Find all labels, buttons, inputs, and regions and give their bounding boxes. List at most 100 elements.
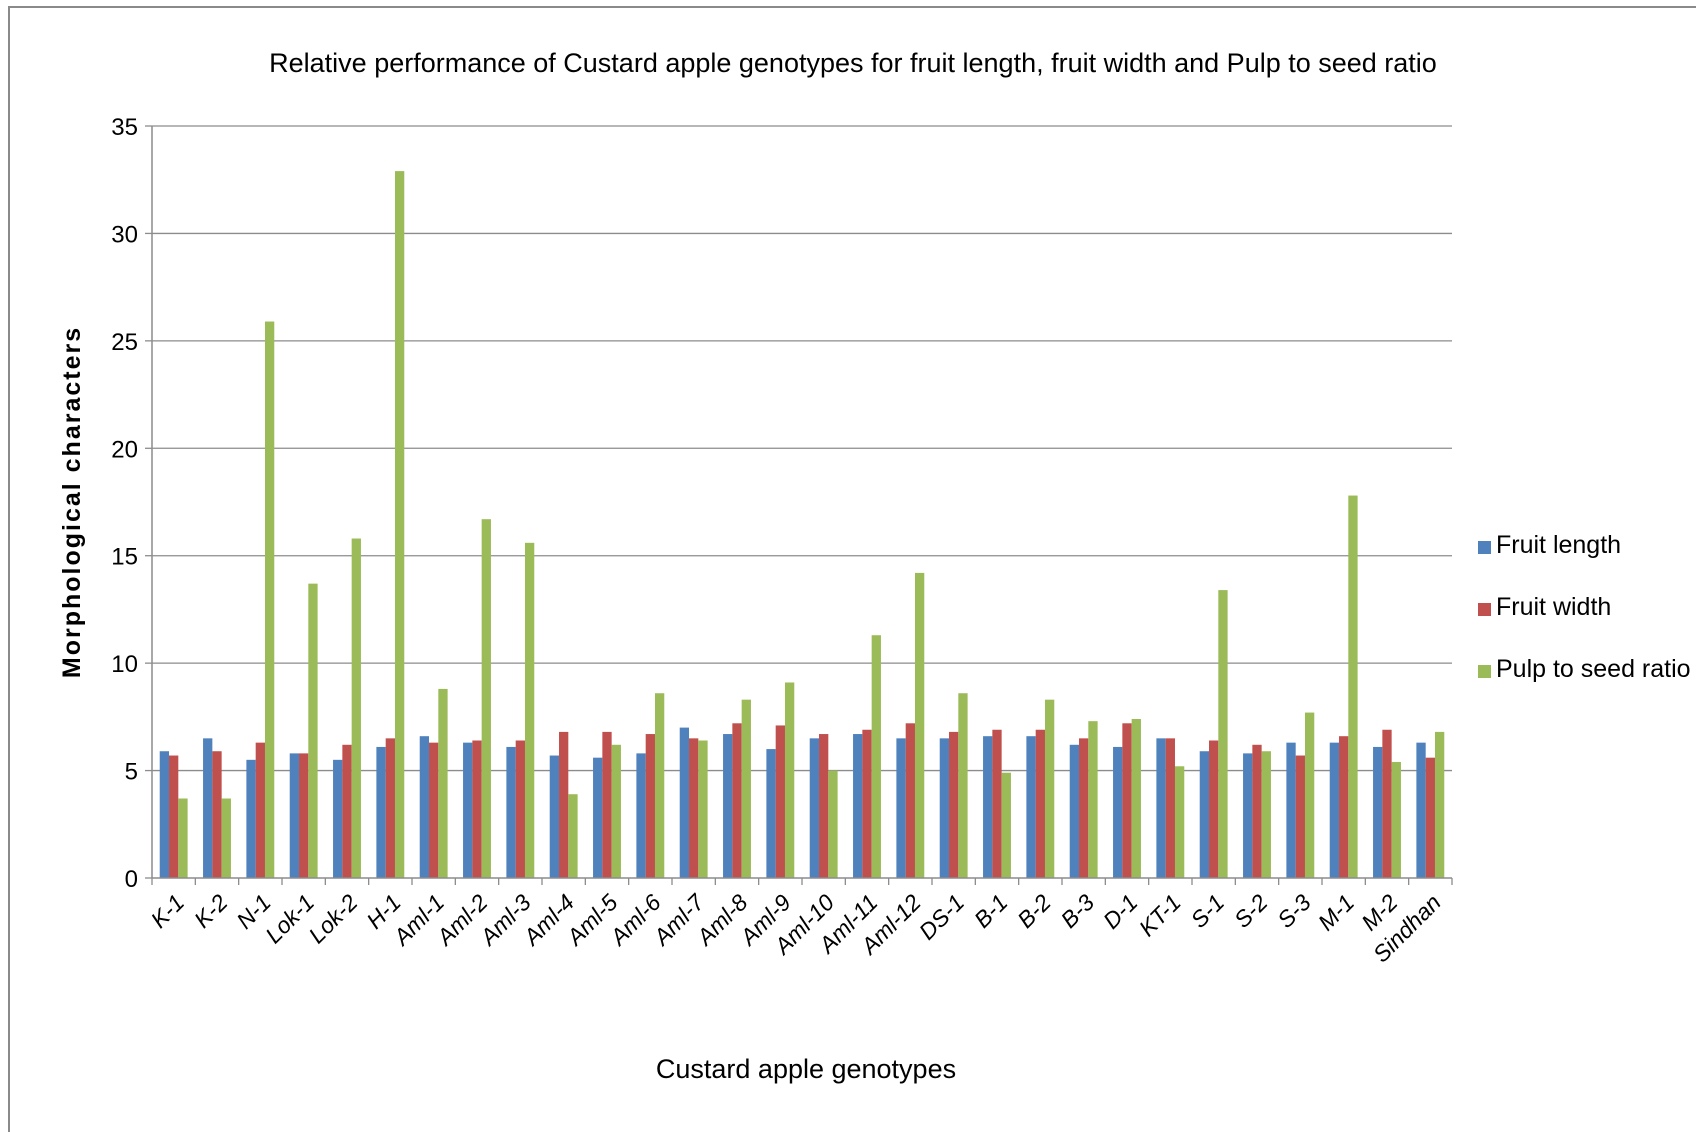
y-tick-labels: 0 5 10 15 20 25 30 35 (111, 114, 138, 893)
bar-fruit-width (1079, 738, 1089, 878)
bar-pulp-to-seed-ratio (524, 542, 535, 878)
bar-pulp-to-seed-ratio (611, 744, 621, 878)
bar-pulp-to-seed-ratio (784, 682, 795, 878)
bar-pulp-to-seed-ratio (914, 572, 925, 878)
bar-fruit-width (602, 731, 612, 878)
axes (151, 126, 1453, 885)
legend-swatch (1478, 603, 1491, 616)
bar-fruit-width (169, 755, 179, 878)
bar-pulp-to-seed-ratio (1391, 761, 1401, 878)
bar-fruit-width (1295, 755, 1305, 878)
bar-pulp-to-seed-ratio (1044, 699, 1055, 878)
x-tick-label: Lok-1 (260, 889, 319, 948)
x-tick-label: M-1 (1313, 889, 1359, 935)
bar-pulp-to-seed-ratio (741, 699, 751, 878)
bar-fruit-width (559, 731, 569, 878)
bar-pulp-to-seed-ratio (1304, 712, 1315, 878)
legend: Fruit length Fruit width Pulp to seed rati… (1478, 531, 1691, 683)
bar-fruit-length (1373, 746, 1383, 878)
bar-fruit-length (419, 736, 430, 878)
bar-fruit-length (679, 727, 690, 878)
x-tick-label: D-1 (1098, 889, 1143, 934)
bar-fruit-width (862, 729, 872, 878)
bar-fruit-width (1035, 729, 1045, 878)
bar-pulp-to-seed-ratio (1131, 719, 1141, 878)
bar-fruit-length (1069, 744, 1080, 878)
x-tick-label: Lok-2 (303, 889, 362, 948)
legend-label: Pulp to seed ratio (1496, 655, 1691, 683)
bar-pulp-to-seed-ratio (438, 688, 448, 878)
legend-swatch (1478, 541, 1491, 554)
bar-fruit-length (506, 746, 516, 878)
bar-pulp-to-seed-ratio (351, 538, 361, 878)
y-tick-label: 20 (111, 436, 138, 463)
bar-fruit-width (775, 725, 785, 878)
y-tick-label: 15 (111, 544, 138, 571)
bar-pulp-to-seed-ratio (568, 794, 578, 878)
y-tick-label: 35 (111, 114, 138, 141)
x-tick-label: Aml-7 (647, 888, 710, 951)
bar-fruit-length (289, 753, 300, 878)
bar-pulp-to-seed-ratio (481, 519, 491, 878)
x-tick-label: S-3 (1272, 889, 1316, 933)
bar-fruit-length (1243, 753, 1253, 878)
bar-fruit-length (636, 753, 646, 878)
bar-pulp-to-seed-ratio (958, 693, 968, 878)
bar-fruit-width (819, 734, 829, 878)
bar-pulp-to-seed-ratio (698, 740, 708, 878)
bar-fruit-width (385, 738, 395, 878)
bar-fruit-length (333, 759, 343, 878)
legend-label: Fruit width (1496, 593, 1611, 621)
bar-pulp-to-seed-ratio (394, 171, 405, 878)
bar-pulp-to-seed-ratio (828, 770, 838, 878)
bar-pulp-to-seed-ratio (221, 798, 231, 878)
bar-fruit-width (992, 729, 1002, 878)
bar-fruit-width (429, 742, 439, 878)
bar-pulp-to-seed-ratio (1261, 751, 1271, 878)
chart-frame (8, 6, 1696, 1132)
bar-pulp-to-seed-ratio (871, 635, 881, 878)
bar-fruit-length (1329, 742, 1340, 878)
y-tick-label: 10 (111, 651, 138, 678)
bar-fruit-length (376, 746, 386, 878)
bar-fruit-width (515, 740, 525, 878)
bar-fruit-width (1209, 740, 1219, 878)
bar-fruit-length (246, 759, 256, 878)
bar-fruit-width (1122, 723, 1132, 878)
bar-fruit-width (1165, 738, 1175, 878)
x-axis-label: Custard apple genotypes (656, 1054, 956, 1084)
y-axis-label: Morphological characters (58, 326, 86, 678)
legend-label: Fruit length (1496, 531, 1621, 559)
bar-fruit-width (1339, 736, 1349, 878)
bar-pulp-to-seed-ratio (178, 798, 188, 878)
y-tick-label: 25 (111, 329, 138, 356)
bar-fruit-width (1252, 744, 1262, 878)
bar-pulp-to-seed-ratio (1001, 772, 1011, 878)
x-tick-label: S-1 (1186, 889, 1230, 933)
bar-fruit-width (255, 742, 265, 878)
chart-title: Relative performance of Custard apple ge… (269, 48, 1437, 78)
bar-pulp-to-seed-ratio (1088, 721, 1098, 878)
bar-fruit-length (203, 738, 213, 878)
bar-fruit-width (1382, 729, 1392, 878)
bar-fruit-width (212, 751, 222, 878)
bar-fruit-length (1416, 742, 1426, 878)
bar-fruit-length (549, 755, 560, 878)
bar-fruit-width (342, 744, 352, 878)
x-tick-label: B-2 (1012, 889, 1056, 933)
x-tick-label: B-3 (1056, 889, 1100, 933)
bar-fruit-length (463, 742, 473, 878)
x-tick-labels: K-1 K-2N-1Lok-1Lok-2H-1Aml-1Aml-2Aml-3Aml… (146, 888, 1446, 967)
x-tick-label: KT-1 (1134, 889, 1186, 941)
bar-fruit-length (1286, 742, 1296, 878)
bar-fruit-length (766, 749, 776, 878)
bar-pulp-to-seed-ratio (264, 321, 275, 878)
bars (159, 171, 1445, 878)
bar-fruit-length (159, 751, 170, 878)
bar-fruit-length (1026, 736, 1036, 878)
bar-fruit-width (472, 740, 482, 878)
bar-fruit-width (905, 723, 915, 878)
bar-fruit-length (723, 734, 733, 878)
bar-fruit-width (689, 738, 699, 878)
